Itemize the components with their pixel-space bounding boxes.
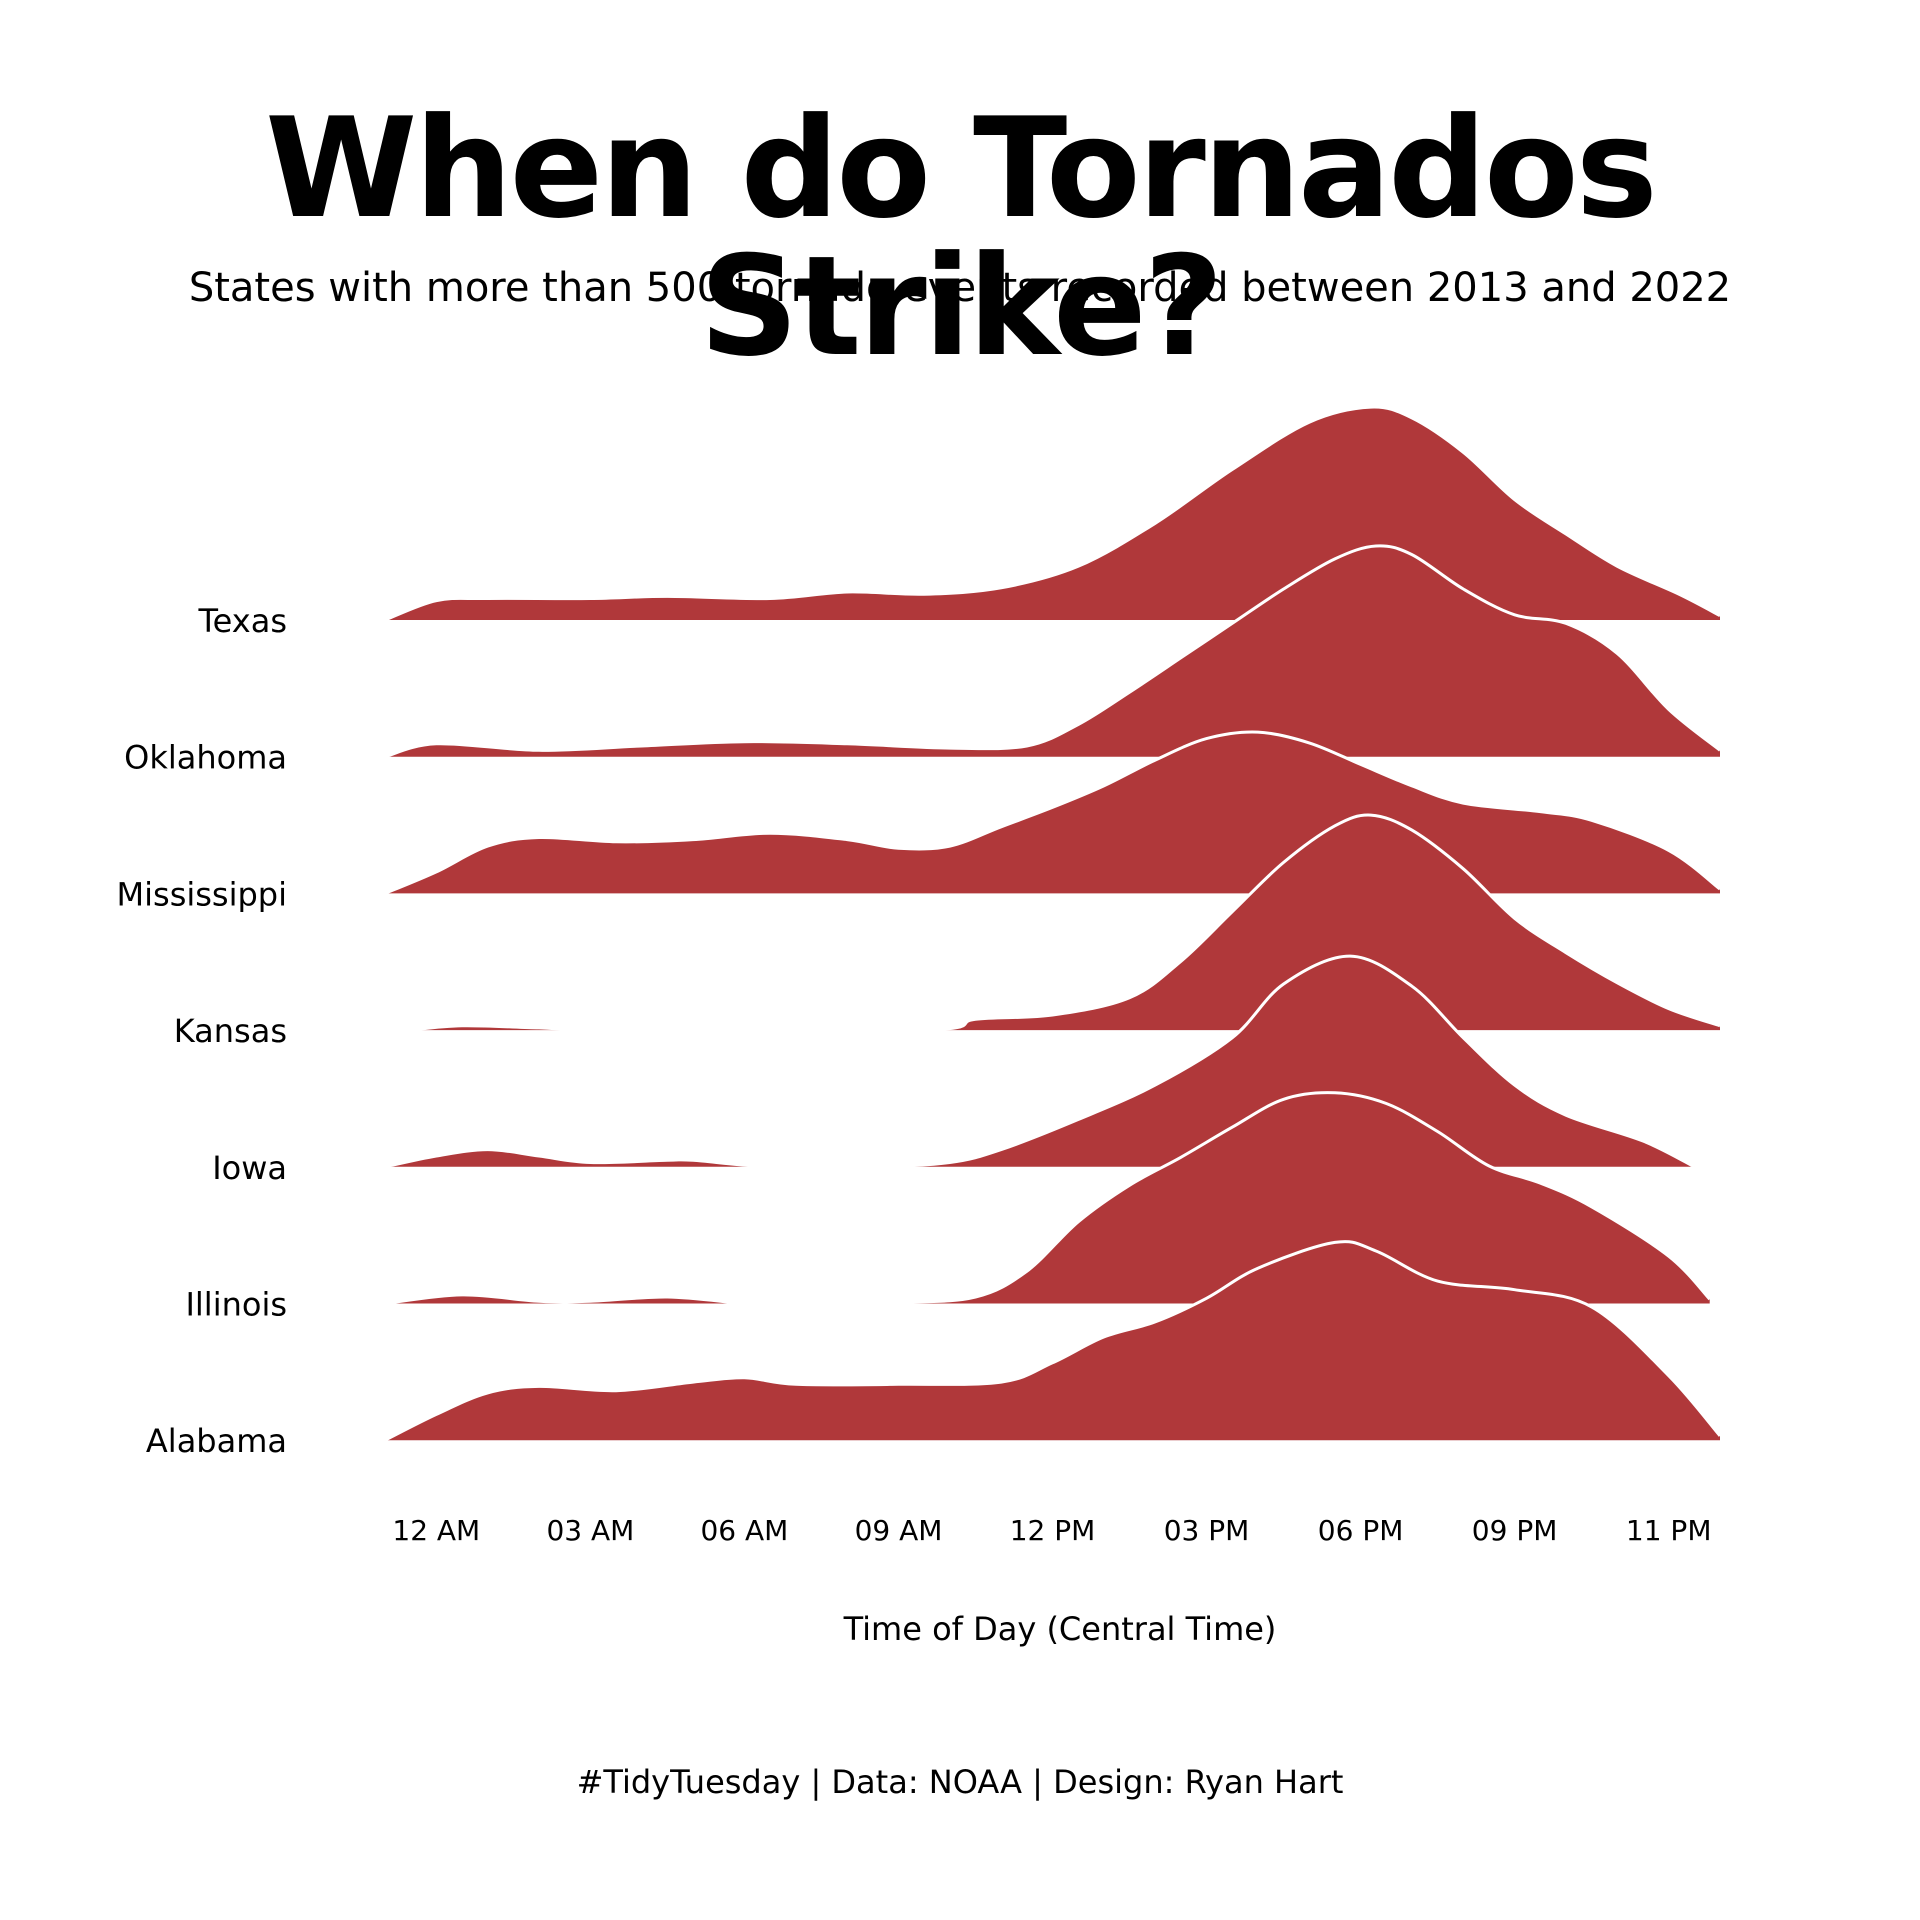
state-labels-group: Texas Oklahoma Mississippi Kansas Iowa Illino… — [117, 602, 287, 1460]
ridge-alabama — [384, 1240, 1722, 1442]
x-tick-label: 06 AM — [700, 1514, 788, 1547]
ridge-outline-kansas — [410, 813, 1721, 1033]
chart-subtitle: States with more than 500 tornado events… — [188, 265, 1732, 311]
x-tick-label: 11 PM — [1626, 1514, 1712, 1547]
ridges-group — [384, 405, 1722, 1442]
ridge-outline-oklahoma — [384, 544, 1721, 759]
state-label-illinois: Illinois — [185, 1286, 287, 1324]
ridge-outline-iowa — [384, 954, 1695, 1169]
ridge-outline-alabama — [384, 1240, 1722, 1442]
ridge-fill-texas — [385, 407, 1720, 620]
x-tick-label: 06 PM — [1318, 1514, 1404, 1547]
ridge-outline-illinois — [384, 1091, 1711, 1306]
chart-caption: #TidyTuesday | Data: NOAA | Design: Ryan… — [576, 1763, 1344, 1801]
x-tick-label: 12 PM — [1010, 1514, 1096, 1547]
chart-title: When do Tornados Strike? — [265, 88, 1658, 387]
x-tick-label: 03 AM — [546, 1514, 634, 1547]
state-label-texas: Texas — [198, 602, 287, 640]
state-label-oklahoma: Oklahoma — [124, 739, 287, 777]
ridge-outline-texas — [384, 405, 1721, 622]
state-label-mississippi: Mississippi — [117, 875, 287, 913]
x-tick-label: 12 AM — [392, 1514, 480, 1547]
state-label-iowa: Iowa — [212, 1149, 287, 1187]
x-tick-label: 09 AM — [855, 1514, 943, 1547]
x-tick-label: 03 PM — [1164, 1514, 1250, 1547]
ridge-texas — [384, 405, 1721, 622]
x-axis-ticks: 12 AM 03 AM 06 AM 09 AM 12 PM 03 PM 06 PM 09 PM… — [392, 1514, 1711, 1547]
x-tick-label: 09 PM — [1472, 1514, 1558, 1547]
state-label-kansas: Kansas — [174, 1012, 287, 1050]
state-label-alabama: Alabama — [146, 1422, 287, 1460]
x-axis-title: Time of Day (Central Time) — [843, 1610, 1277, 1648]
ridge-oklahoma — [384, 544, 1721, 759]
ridge-fill-alabama — [385, 1241, 1720, 1441]
ridge-outline-mississippi — [384, 730, 1721, 895]
ridge-fill-oklahoma — [385, 545, 1720, 757]
